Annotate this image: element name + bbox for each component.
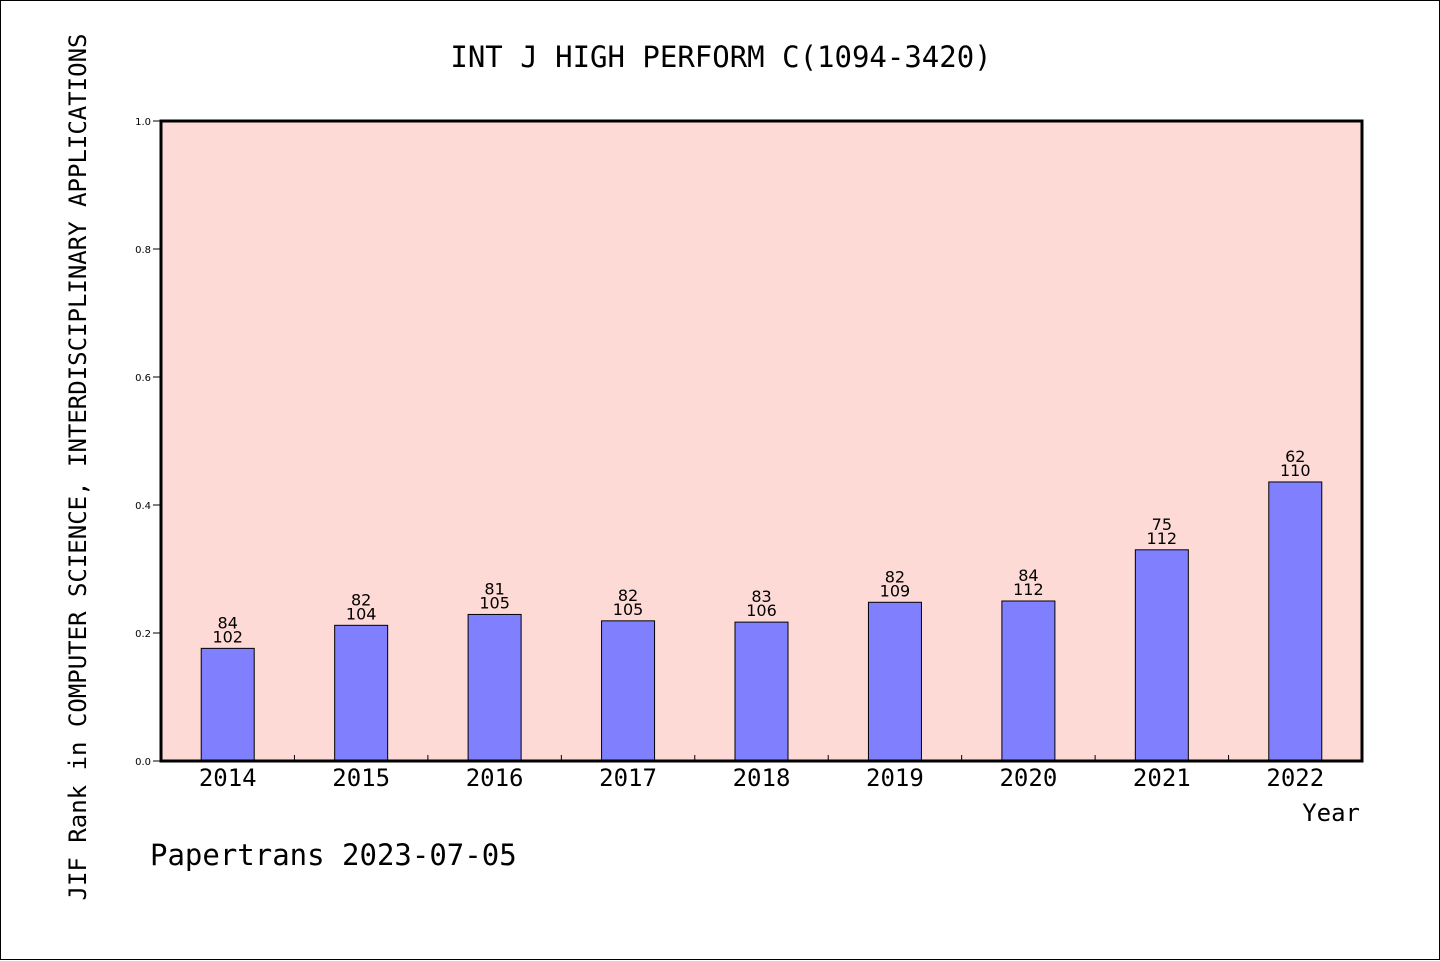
x-tick-label: 2020 — [999, 764, 1057, 792]
y-tick-label: 1.0 — [135, 117, 151, 128]
footer-credit: Papertrans 2023-07-05 — [150, 838, 517, 872]
y-tick-label: 0.0 — [135, 757, 151, 768]
bar-rank-label: 84 — [1018, 566, 1038, 585]
bar-total-label: 102 — [212, 627, 243, 646]
x-tick-label: 2022 — [1266, 764, 1324, 792]
x-tick-label: 2018 — [733, 764, 791, 792]
bar-total-label: 105 — [479, 593, 510, 612]
bar-rank-label: 82 — [351, 590, 371, 609]
bar-total-label: 104 — [346, 604, 377, 623]
bar-rank-label: 84 — [218, 613, 238, 632]
bar-total-label: 112 — [1013, 580, 1044, 599]
bar-rank-label: 82 — [885, 567, 905, 586]
bar-2015 — [334, 624, 389, 762]
bar-rank-label: 75 — [1152, 515, 1172, 534]
bar-total-label: 112 — [1147, 529, 1178, 548]
y-tick-label: 0.6 — [135, 373, 151, 384]
bar-total-label: 110 — [1280, 461, 1311, 480]
bar-rank-label: 83 — [751, 587, 771, 606]
bar-2014 — [200, 647, 255, 762]
x-tick-label: 2019 — [866, 764, 924, 792]
bar-2022 — [1268, 481, 1323, 762]
bar-rank-label: 82 — [618, 586, 638, 605]
bar-2020 — [1001, 600, 1056, 762]
plot-border — [159, 119, 1364, 763]
y-tick-label: 0.8 — [135, 245, 151, 256]
y-tick-label: 0.4 — [135, 501, 151, 512]
x-axis-label: Year — [1302, 799, 1360, 827]
y-axis-ticks: 0.0 0.2 0.4 0.6 0.8 1.0 — [135, 117, 161, 768]
bar-total-label: 105 — [613, 600, 644, 619]
bar-total-label: 106 — [746, 601, 777, 620]
bar-2021 — [1134, 549, 1189, 762]
chart-title: INT J HIGH PERFORM C(1094-3420) — [450, 40, 991, 74]
x-tick-label: 2021 — [1133, 764, 1191, 792]
bar-total-label: 109 — [880, 581, 911, 600]
x-tick-label: 2016 — [466, 764, 524, 792]
bar-2018 — [734, 621, 789, 762]
bar-2019 — [867, 601, 922, 762]
y-axis-label: JIF Rank in COMPUTER SCIENCE, INTERDISCI… — [64, 34, 92, 901]
bar-2016 — [467, 613, 522, 762]
x-tick-label: 2015 — [332, 764, 390, 792]
x-tick-label: 2017 — [599, 764, 657, 792]
bar-rank-label: 81 — [484, 579, 504, 598]
x-axis-ticks: 2014 2015 2016 2017 2018 2019 2020 2021 2022 — [199, 755, 1324, 792]
x-tick-label: 2014 — [199, 764, 257, 792]
bar-rank-label: 62 — [1285, 447, 1305, 466]
y-tick-label: 0.2 — [135, 629, 151, 640]
bar-2017 — [601, 620, 656, 762]
bars-group — [200, 481, 1323, 762]
